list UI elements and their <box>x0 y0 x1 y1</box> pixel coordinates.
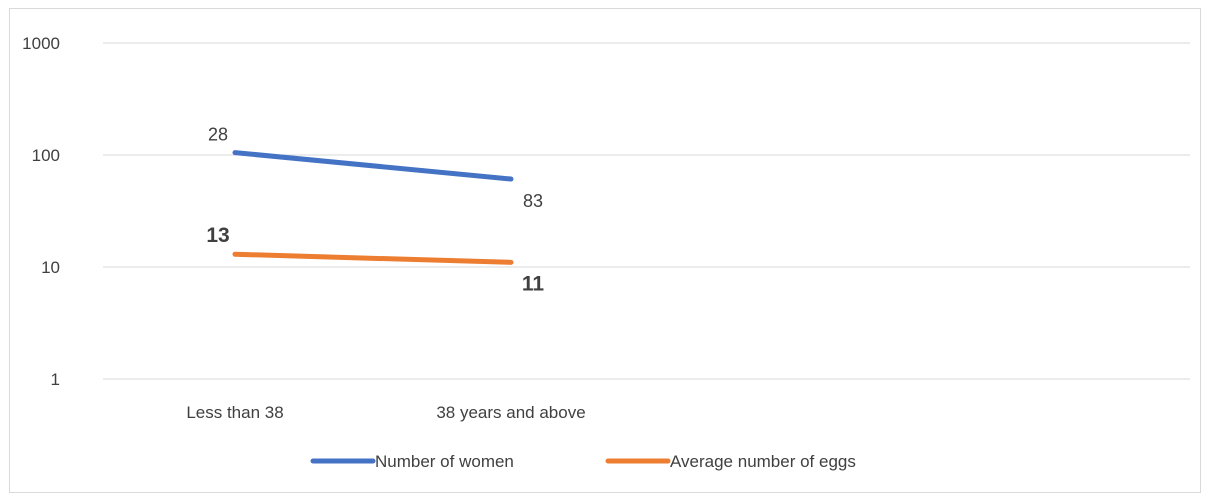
x-axis-ticks: Less than 38 38 years and above <box>186 403 585 422</box>
y-tick-label: 100 <box>32 146 60 165</box>
data-label: 28 <box>208 125 228 145</box>
data-label: 83 <box>523 191 543 211</box>
series-lines <box>232 150 514 265</box>
series-line <box>232 150 514 182</box>
x-tick-label: Less than 38 <box>186 403 283 422</box>
legend-label: Number of women <box>375 452 514 471</box>
legend-label: Average number of eggs <box>670 452 856 471</box>
data-labels: 28 83 13 11 <box>206 125 544 296</box>
gridlines <box>103 42 1190 380</box>
y-tick-label: 1 <box>51 370 60 389</box>
x-tick-label: 38 years and above <box>436 403 585 422</box>
series-line <box>232 251 514 265</box>
data-label: 13 <box>206 224 229 247</box>
y-tick-label: 1000 <box>22 34 60 53</box>
chart-frame <box>9 8 1201 493</box>
y-axis-ticks: 1 10 100 1000 <box>22 34 60 389</box>
y-tick-label: 10 <box>41 258 60 277</box>
data-label: 11 <box>522 272 545 295</box>
legend: Number of women Average number of eggs <box>310 452 856 471</box>
